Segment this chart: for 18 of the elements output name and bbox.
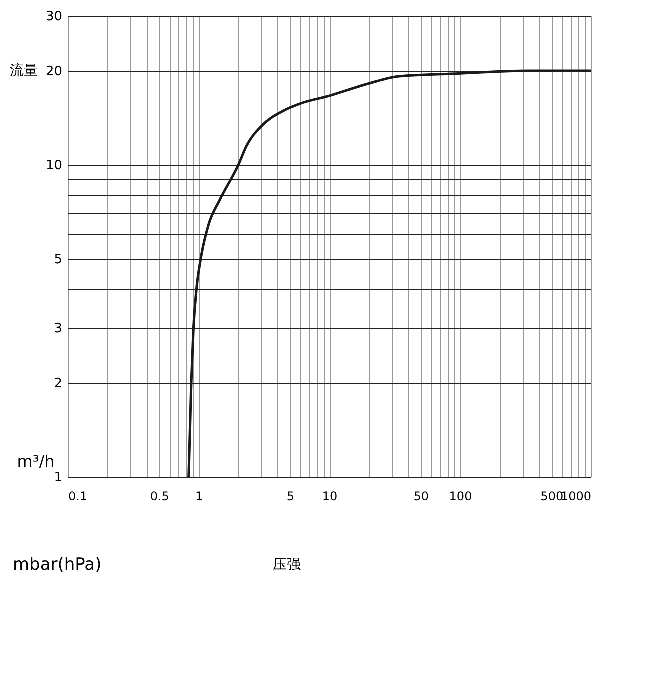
y-tick-label: 10: [46, 158, 62, 174]
x-tick-label: 50: [414, 490, 430, 504]
y-axis-title: m³/h: [17, 452, 55, 471]
text: 压强: [273, 557, 301, 573]
y-tick-label: 1: [54, 470, 62, 486]
x-axis-title: mbar(hPa): [13, 555, 102, 575]
x-tick-label: 100: [449, 490, 472, 504]
y-tick-label: 2: [54, 376, 62, 392]
y-tick-label: 20: [46, 64, 62, 80]
y-tick-label: 5: [54, 252, 62, 268]
x-tick-label: 0.5: [150, 490, 170, 504]
x-tick-label: 1: [195, 490, 204, 504]
x-tick-label: 10: [322, 490, 338, 504]
y-tick-label: 30: [46, 10, 62, 24]
x-tick-label: 0.1: [68, 490, 88, 504]
x-tick-label: 5: [286, 490, 294, 504]
text: 流量: [10, 63, 38, 79]
y-tick-label: 3: [54, 322, 62, 337]
